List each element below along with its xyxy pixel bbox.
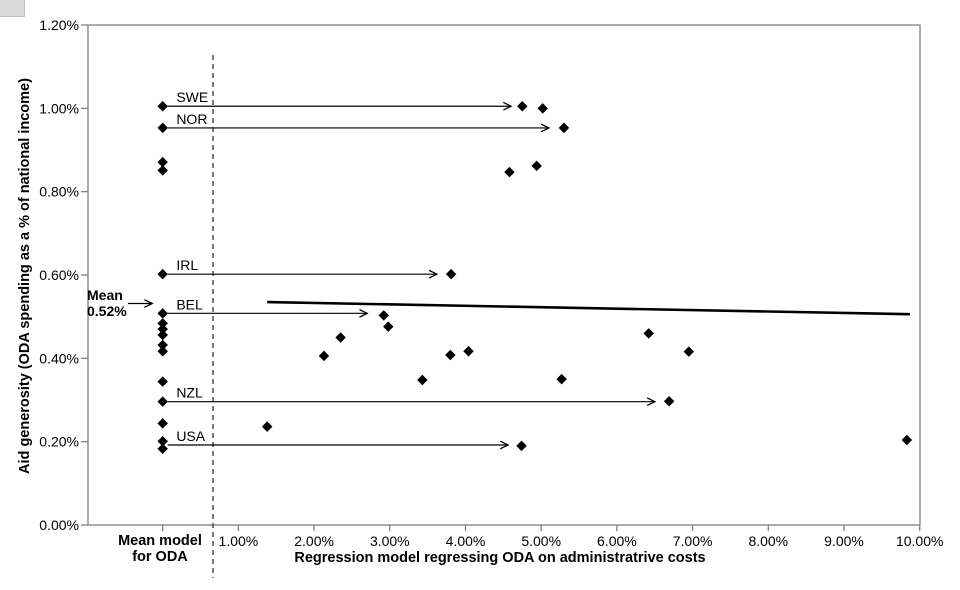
x-tick-label: 7.00% [673,533,713,549]
regression-trendline [267,300,910,316]
mean-model-point [157,268,168,280]
mean-model-point [157,396,168,407]
x-tick-label: 1.00% [219,533,259,549]
x-axis-title: Regression model regressing ODA on admin… [294,550,706,566]
mean-model-point [157,418,168,429]
regression-point [643,328,654,339]
country-label-nor: NOR [176,111,207,127]
mean-model-point [157,376,168,387]
mean-model-point [157,122,168,134]
y-tick-label: 0.80% [39,184,79,200]
regression-point [531,160,542,172]
x-tick-label: 10.00% [896,533,943,549]
y-tick-label: 0.40% [39,350,79,366]
regression-point-irl [445,268,457,280]
y-axis-title: Aid generosity (ODA spending as a % of n… [17,78,33,474]
mean-model-point [157,443,168,454]
regression-point [318,350,330,362]
regression-point [537,103,548,114]
regression-point [463,346,474,357]
x-tick-label: 4.00% [446,533,486,549]
x-tick-label: 6.00% [597,533,637,549]
regression-point-nor [558,122,570,134]
mean-model-point [157,165,168,176]
regression-point-bel [378,310,389,321]
regression-point [504,166,515,178]
y-tick-label: 0.20% [39,434,79,450]
y-tick-label: 1.00% [39,100,79,116]
regression-point [383,321,394,332]
regression-point [417,374,428,386]
regression-point [261,421,273,432]
regression-point-usa [516,440,527,452]
y-tick-label: 0.00% [39,517,79,533]
mean-model-axis-label: Mean model for ODA [118,533,202,565]
mean-model-point [157,329,168,341]
regression-point [683,346,695,357]
y-tick-label: 1.20% [39,17,79,33]
country-label-bel: BEL [176,296,203,312]
regression-point [335,332,346,343]
mean-model-point [157,101,168,112]
country-label-usa: USA [176,428,205,444]
regression-point-swe [517,101,528,112]
corner-artifact [0,0,25,17]
mean-model-point [157,308,168,319]
country-label-nzl: NZL [176,385,203,401]
regression-point [445,349,456,361]
x-tick-label: 9.00% [824,533,864,549]
x-tick-label: 5.00% [521,533,561,549]
x-tick-label: 2.00% [294,533,334,549]
mean-value-annotation: Mean 0.52% [87,287,127,319]
y-tick-label: 0.60% [39,267,79,283]
country-label-irl: IRL [176,257,198,273]
regression-point-nzl [663,396,675,407]
x-tick-label: 3.00% [370,533,410,549]
mean-model-point [157,346,168,357]
country-label-swe: SWE [176,89,208,105]
regression-point [556,373,567,385]
x-tick-label: 8.00% [748,533,788,549]
regression-point [901,434,913,446]
